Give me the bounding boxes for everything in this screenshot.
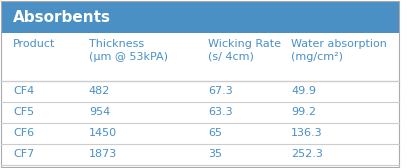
Text: 1450: 1450 bbox=[88, 128, 117, 138]
FancyBboxPatch shape bbox=[1, 1, 398, 33]
Text: CF6: CF6 bbox=[13, 128, 34, 138]
Text: 252.3: 252.3 bbox=[290, 149, 322, 159]
Text: CF7: CF7 bbox=[13, 149, 34, 159]
Text: 482: 482 bbox=[88, 86, 110, 96]
Text: 954: 954 bbox=[88, 107, 110, 117]
Text: Thickness
(μm @ 53kPA): Thickness (μm @ 53kPA) bbox=[88, 39, 167, 62]
Text: 63.3: 63.3 bbox=[207, 107, 232, 117]
Text: 65: 65 bbox=[207, 128, 221, 138]
Text: 1873: 1873 bbox=[88, 149, 117, 159]
Text: CF4: CF4 bbox=[13, 86, 34, 96]
Text: 136.3: 136.3 bbox=[290, 128, 322, 138]
Text: Product: Product bbox=[13, 39, 56, 49]
Text: 35: 35 bbox=[207, 149, 221, 159]
Text: CF5: CF5 bbox=[13, 107, 34, 117]
Text: 49.9: 49.9 bbox=[290, 86, 315, 96]
Text: 99.2: 99.2 bbox=[290, 107, 315, 117]
Text: 67.3: 67.3 bbox=[207, 86, 232, 96]
Text: Absorbents: Absorbents bbox=[13, 10, 111, 25]
Text: Wicking Rate
(s/ 4cm): Wicking Rate (s/ 4cm) bbox=[207, 39, 280, 62]
Text: Water absorption
(mg/cm²): Water absorption (mg/cm²) bbox=[290, 39, 386, 62]
